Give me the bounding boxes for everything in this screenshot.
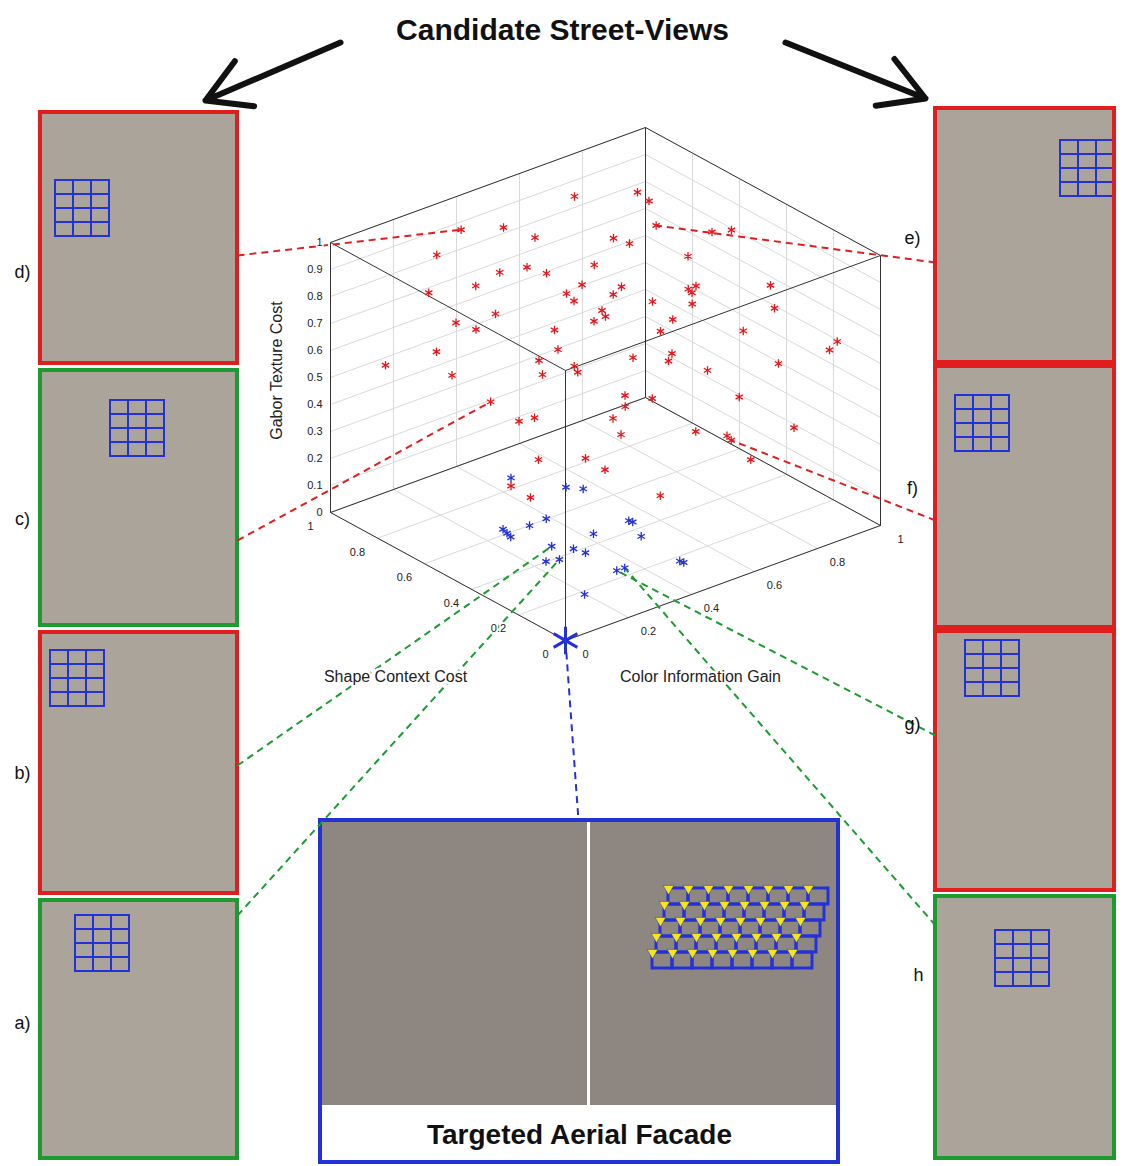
svg-text:c): c) bbox=[15, 509, 30, 529]
svg-text:0.5: 0.5 bbox=[307, 371, 322, 383]
svg-text:0.6: 0.6 bbox=[767, 579, 782, 591]
svg-text:b): b) bbox=[14, 763, 30, 783]
svg-text:Color Information Gain: Color Information Gain bbox=[620, 668, 781, 685]
svg-text:Targeted Aerial Facade: Targeted Aerial Facade bbox=[427, 1119, 732, 1150]
svg-text:a): a) bbox=[14, 1013, 30, 1033]
svg-text:g): g) bbox=[904, 714, 920, 734]
svg-text:e): e) bbox=[904, 228, 920, 248]
svg-text:0: 0 bbox=[582, 648, 588, 660]
svg-text:0.4: 0.4 bbox=[444, 597, 459, 609]
svg-text:0.4: 0.4 bbox=[704, 602, 719, 614]
svg-text:0.4: 0.4 bbox=[307, 398, 322, 410]
svg-text:Shape Context Cost: Shape Context Cost bbox=[324, 668, 468, 685]
svg-text:Candidate Street-Views: Candidate Street-Views bbox=[396, 13, 729, 46]
svg-text:1: 1 bbox=[316, 236, 322, 248]
svg-text:h: h bbox=[913, 965, 923, 985]
svg-text:0: 0 bbox=[316, 506, 322, 518]
svg-text:0: 0 bbox=[542, 648, 548, 660]
svg-text:1: 1 bbox=[307, 520, 313, 532]
svg-text:0.2: 0.2 bbox=[491, 622, 506, 634]
svg-text:Gabor Texture Cost: Gabor Texture Cost bbox=[268, 301, 285, 440]
svg-text:0.8: 0.8 bbox=[830, 556, 845, 568]
svg-text:0.7: 0.7 bbox=[307, 317, 322, 329]
svg-text:d): d) bbox=[14, 262, 30, 282]
svg-text:0.6: 0.6 bbox=[397, 571, 412, 583]
svg-text:f): f) bbox=[907, 478, 918, 498]
svg-text:0.9: 0.9 bbox=[307, 263, 322, 275]
svg-text:0.8: 0.8 bbox=[307, 290, 322, 302]
svg-text:0.2: 0.2 bbox=[307, 452, 322, 464]
svg-text:0.2: 0.2 bbox=[641, 625, 656, 637]
svg-text:0.8: 0.8 bbox=[350, 546, 365, 558]
svg-text:1: 1 bbox=[897, 533, 903, 545]
svg-text:0.6: 0.6 bbox=[307, 344, 322, 356]
svg-text:0.3: 0.3 bbox=[307, 425, 322, 437]
svg-text:0.1: 0.1 bbox=[307, 479, 322, 491]
